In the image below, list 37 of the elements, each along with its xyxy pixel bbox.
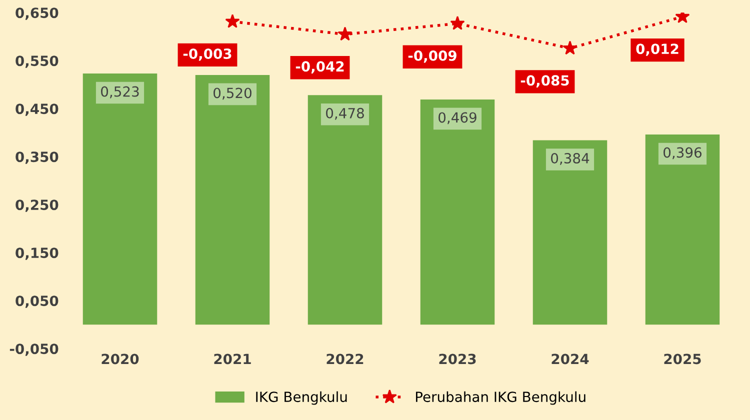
data-label: 0,469 <box>438 112 476 124</box>
bar <box>82 74 158 325</box>
data-label: 0,396 <box>664 147 702 160</box>
data-label: 0,384 <box>551 153 590 165</box>
bar <box>420 99 495 325</box>
point <box>450 16 465 30</box>
data-label: 0,520 <box>214 88 252 100</box>
data-label: -0,042 <box>296 61 344 74</box>
y-tick-label: 0,450 <box>16 104 58 116</box>
data-label: -0,003 <box>183 48 232 61</box>
y-tick-label: 0,250 <box>16 200 58 212</box>
x-tick-label: 2023 <box>439 354 476 364</box>
bar <box>532 140 608 325</box>
x-tick-label: 2021 <box>214 354 251 364</box>
y-tick-label: 0,550 <box>16 56 58 68</box>
data-label: 0,012 <box>636 44 678 56</box>
point <box>562 40 578 55</box>
x-tick-label: 2022 <box>326 354 364 364</box>
x-tick-label: 2024 <box>552 354 589 364</box>
x-tick-label: 2025 <box>664 354 701 364</box>
data-label: -0,085 <box>520 75 569 88</box>
y-tick-label: -0,050 <box>10 344 58 356</box>
x-tick-label: 2020 <box>102 354 139 364</box>
data-label: -0,009 <box>408 50 456 63</box>
legend-label: Perubahan IKG Bengkulu <box>416 391 586 405</box>
point <box>338 26 352 41</box>
bar <box>195 75 270 325</box>
y-tick-label: 0,050 <box>16 296 58 308</box>
data-label: 0,478 <box>326 108 364 120</box>
y-tick-label: 0,150 <box>16 248 58 260</box>
y-tick-label: 0,650 <box>16 8 58 20</box>
y-tick-label: 0,350 <box>16 152 58 164</box>
data-label: 0,523 <box>101 86 139 98</box>
bar <box>308 95 382 325</box>
point <box>225 14 240 28</box>
legend-label: IKG Bengkulu <box>256 391 347 405</box>
bar <box>645 134 720 325</box>
